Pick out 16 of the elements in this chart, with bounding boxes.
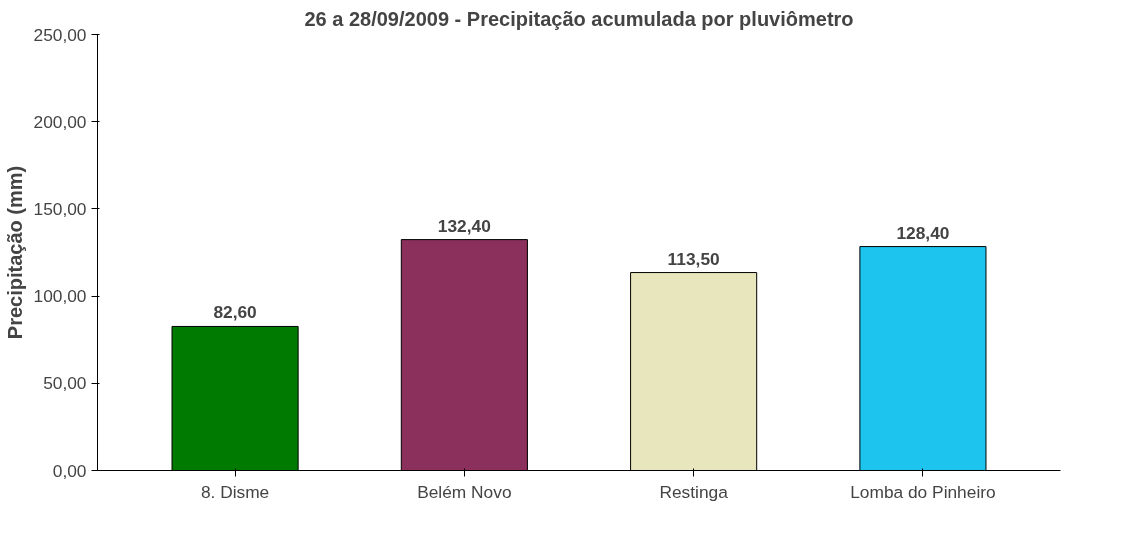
x-tick-label: 8. Disme (200, 481, 270, 502)
y-tick-label: 0,00 (52, 460, 87, 481)
chart-title: 26 a 28/09/2009 - Precipitação acumulada por pluviômetro (304, 7, 854, 30)
data-label: 82,60 (213, 302, 257, 323)
y-tick-label: 100,00 (33, 286, 87, 307)
data-label: 132,40 (437, 215, 491, 236)
data-label: 113,50 (667, 248, 720, 269)
x-tick-label: Belém Novo (417, 481, 512, 502)
y-tick-label: 150,00 (33, 198, 87, 219)
x-tick-label: Restinga (659, 481, 729, 502)
x-tick-label: Lomba do Pinheiro (850, 481, 996, 502)
y-tick-label: 200,00 (33, 111, 87, 132)
data-label: 128,40 (896, 222, 950, 243)
y-tick-label: 250,00 (33, 24, 87, 45)
y-axis-title: Precipitação (mm) (3, 165, 26, 340)
y-tick-label: 50,00 (43, 373, 87, 394)
